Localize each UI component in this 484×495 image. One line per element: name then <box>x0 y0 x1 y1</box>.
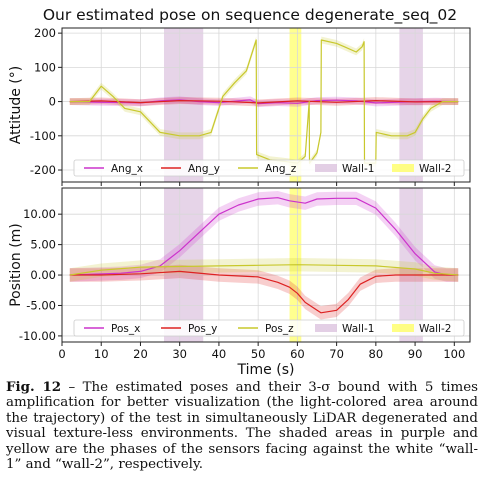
position-x-tick-label-20: 20 <box>133 347 148 361</box>
attitude-legend-label-ang-x: Ang_x <box>111 163 143 175</box>
position-bound-pos-x <box>69 191 459 282</box>
position-legend-box <box>73 319 465 337</box>
position-legend-label-pos-y: Pos_y <box>188 323 217 335</box>
position-x-tick-label-10: 10 <box>94 347 109 361</box>
attitude-y-tick-label-0: 0 <box>49 95 56 109</box>
attitude-y-tick-label--200: -200 <box>30 163 56 177</box>
caption-text: – The estimated poses and their 3-σ boun… <box>6 380 478 473</box>
position-x-tick-label-60: 60 <box>290 347 305 361</box>
position-x-tick-label-80: 80 <box>369 347 384 361</box>
attitude-legend: Ang_x Ang_y Ang_z Wall-1 Wall-2 <box>73 159 465 177</box>
attitude-legend-swatch-wall-1 <box>315 164 337 172</box>
figure: Our estimated pose on sequence degenerat… <box>8 6 471 378</box>
attitude-plot-frame <box>61 27 471 183</box>
position-legend-swatch-wall-2 <box>392 324 414 332</box>
attitude-band-wall-1-0 <box>164 28 204 182</box>
position-chart: 0 10 20 30 40 50 60 70 80 90 100 10.00 5.00 0.00 -5.00… <box>8 187 471 378</box>
attitude-line-ang-x <box>69 99 459 105</box>
position-x-tick-label-40: 40 <box>212 347 227 361</box>
position-legend-label-wall-1: Wall-1 <box>342 323 374 335</box>
attitude-bound-ang-x <box>69 96 459 108</box>
position-band-wall-1-0 <box>164 188 204 342</box>
figure-caption: Fig. 12 – The estimated poses and their … <box>6 379 478 473</box>
position-legend-label-wall-2: Wall-2 <box>419 323 451 335</box>
attitude-legend-label-ang-z: Ang_z <box>265 163 297 175</box>
position-x-tick-label-50: 50 <box>251 347 266 361</box>
chart-title: Our estimated pose on sequence degenerat… <box>43 6 457 25</box>
position-x-tick-label-30: 30 <box>172 347 187 361</box>
attitude-bound-ang-y <box>69 97 459 107</box>
position-y-tick-label-10: 10.00 <box>23 207 56 221</box>
position-y-tick-label--10: -10.00 <box>19 329 56 343</box>
position-legend: Pos_x Pos_y Pos_z Wall-1 Wall-2 <box>73 319 465 337</box>
attitude-legend-swatch-wall-2 <box>392 164 414 172</box>
position-x-tick-label-90: 90 <box>408 347 423 361</box>
position-line-pos-y <box>69 270 459 314</box>
attitude-y-tick-label-200: 200 <box>34 26 56 40</box>
attitude-legend-label-wall-2: Wall-2 <box>419 163 451 175</box>
attitude-legend-label-wall-1: Wall-1 <box>342 163 374 175</box>
position-bound-pos-y <box>69 264 459 320</box>
position-y-tick-label-5: 5.00 <box>30 238 56 252</box>
position-y-label: Position (m) <box>8 223 24 307</box>
attitude-line-ang-y <box>69 100 459 104</box>
attitude-band-wall-2-0 <box>289 28 302 182</box>
position-plot-frame <box>61 187 471 343</box>
caption-label: Fig. 12 <box>6 379 62 395</box>
position-line-pos-z <box>69 264 459 276</box>
attitude-band-wall-1-1 <box>399 28 423 182</box>
position-line-pos-x <box>69 197 459 276</box>
attitude-y-tick-label-100: 100 <box>34 60 56 74</box>
attitude-line-ang-z <box>69 39 459 164</box>
position-band-wall-1-1 <box>399 188 423 342</box>
attitude-y-tick-label--100: -100 <box>30 129 56 143</box>
position-x-tick-label-100: 100 <box>443 347 465 361</box>
position-x-tick-label-0: 0 <box>58 347 65 361</box>
position-legend-label-pos-z: Pos_z <box>265 323 294 335</box>
attitude-legend-label-ang-y: Ang_y <box>188 163 220 175</box>
position-x-label: Time (s) <box>237 362 295 378</box>
position-bound-pos-z <box>69 258 459 282</box>
position-legend-swatch-wall-1 <box>315 324 337 332</box>
position-x-tick-label-70: 70 <box>329 347 344 361</box>
attitude-legend-box <box>73 159 465 177</box>
position-legend-label-pos-x: Pos_x <box>111 323 140 335</box>
position-y-tick-label--5: -5.00 <box>26 298 56 312</box>
attitude-y-label: Attitude (°) <box>8 66 24 144</box>
position-y-tick-label-0: 0.00 <box>30 268 56 282</box>
